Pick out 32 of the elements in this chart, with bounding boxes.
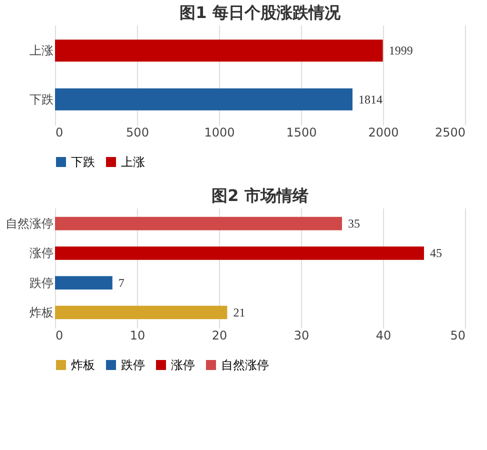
- data-label: 1814: [358, 92, 382, 106]
- legend-label: 上涨: [121, 155, 145, 169]
- chart-title: 图1 每日个股涨跌情况: [180, 3, 342, 22]
- legend-label: 下跌: [71, 155, 95, 169]
- data-label: 45: [430, 246, 442, 260]
- y-tick-label: 上涨: [30, 44, 54, 58]
- y-tick-label: 涨停: [30, 246, 54, 260]
- x-tick-label: 10: [130, 328, 146, 342]
- x-tick-label: 40: [376, 328, 392, 342]
- chart-title: 图2 市场情绪: [212, 186, 308, 205]
- legend-label: 自然涨停: [221, 358, 269, 372]
- data-label: 1999: [388, 44, 413, 58]
- x-tick-label: 0: [56, 328, 64, 342]
- legend-label: 涨停: [171, 358, 195, 372]
- y-tick-label: 下跌: [30, 92, 54, 106]
- y-tick-label: 跌停: [30, 276, 54, 290]
- y-tick-label: 炸板: [30, 305, 54, 320]
- x-tick-label: 50: [450, 328, 466, 342]
- x-tick-label: 20: [212, 328, 228, 342]
- data-label: 21: [233, 305, 246, 320]
- x-tick-label: 30: [294, 328, 310, 342]
- data-label: 35: [348, 216, 360, 231]
- x-tick-label: 2000: [368, 126, 399, 140]
- x-tick-label: 2500: [434, 126, 466, 140]
- legend-label: 跌停: [121, 358, 145, 372]
- legend-label: 炸板: [71, 358, 95, 372]
- x-tick-label: 0: [56, 126, 64, 140]
- y-tick-label: 自然涨停: [6, 216, 54, 231]
- data-label: 7: [118, 276, 124, 290]
- x-tick-label: 500: [126, 126, 149, 140]
- x-tick-label: 1500: [286, 126, 317, 140]
- x-tick-label: 1000: [204, 126, 235, 140]
